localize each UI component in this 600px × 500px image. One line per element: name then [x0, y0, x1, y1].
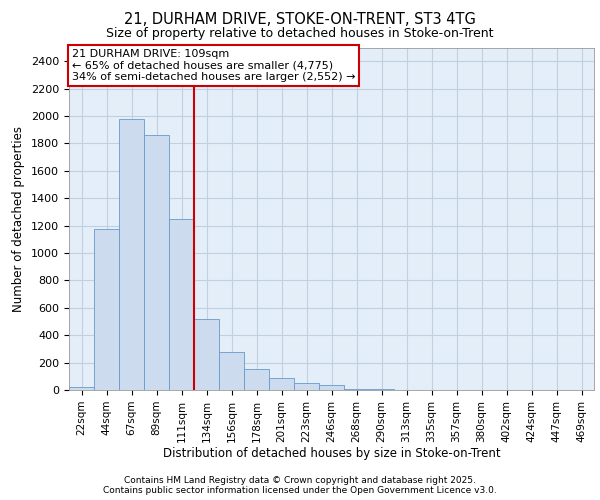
Text: Contains public sector information licensed under the Open Government Licence v3: Contains public sector information licen… — [103, 486, 497, 495]
Text: 21, DURHAM DRIVE, STOKE-ON-TRENT, ST3 4TG: 21, DURHAM DRIVE, STOKE-ON-TRENT, ST3 4T… — [124, 12, 476, 28]
Bar — [194, 319, 219, 390]
Bar — [69, 386, 94, 390]
Text: Size of property relative to detached houses in Stoke-on-Trent: Size of property relative to detached ho… — [106, 28, 494, 40]
Y-axis label: Number of detached properties: Number of detached properties — [13, 126, 25, 312]
Text: 21 DURHAM DRIVE: 109sqm
← 65% of detached houses are smaller (4,775)
34% of semi: 21 DURHAM DRIVE: 109sqm ← 65% of detache… — [71, 49, 355, 82]
Bar — [219, 352, 244, 390]
Bar — [169, 219, 194, 390]
Text: Contains HM Land Registry data © Crown copyright and database right 2025.: Contains HM Land Registry data © Crown c… — [124, 476, 476, 485]
Bar — [144, 135, 169, 390]
Bar — [94, 229, 119, 390]
Bar — [244, 370, 269, 390]
Bar — [319, 384, 344, 390]
Bar — [119, 120, 144, 390]
Bar — [294, 383, 319, 390]
X-axis label: Distribution of detached houses by size in Stoke-on-Trent: Distribution of detached houses by size … — [163, 448, 500, 460]
Bar — [269, 378, 294, 390]
